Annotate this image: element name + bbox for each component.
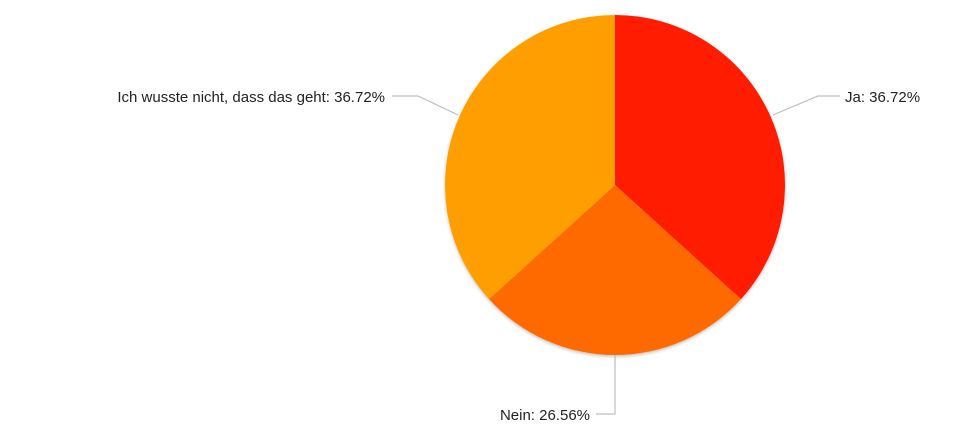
leader-line-2 <box>392 95 459 116</box>
slice-label-1: Nein: 26.56% <box>500 407 590 424</box>
leader-line-1 <box>596 355 616 415</box>
leader-lines <box>392 95 840 415</box>
slices-layer <box>445 15 785 355</box>
pie-slice-nein <box>489 185 741 355</box>
leader-line-0 <box>772 95 840 116</box>
pie-slice-ja <box>615 15 785 300</box>
slice-label-2: Ich wusste nicht, dass das geht: 36.72% <box>117 89 385 106</box>
slice-labels: Ja: 36.72% Nein: 26.56% Ich wusste nicht, … <box>117 89 920 424</box>
slice-label-0: Ja: 36.72% <box>845 89 920 106</box>
pie-slice-ich-wusste-nicht-dass-das-geht <box>445 15 615 300</box>
